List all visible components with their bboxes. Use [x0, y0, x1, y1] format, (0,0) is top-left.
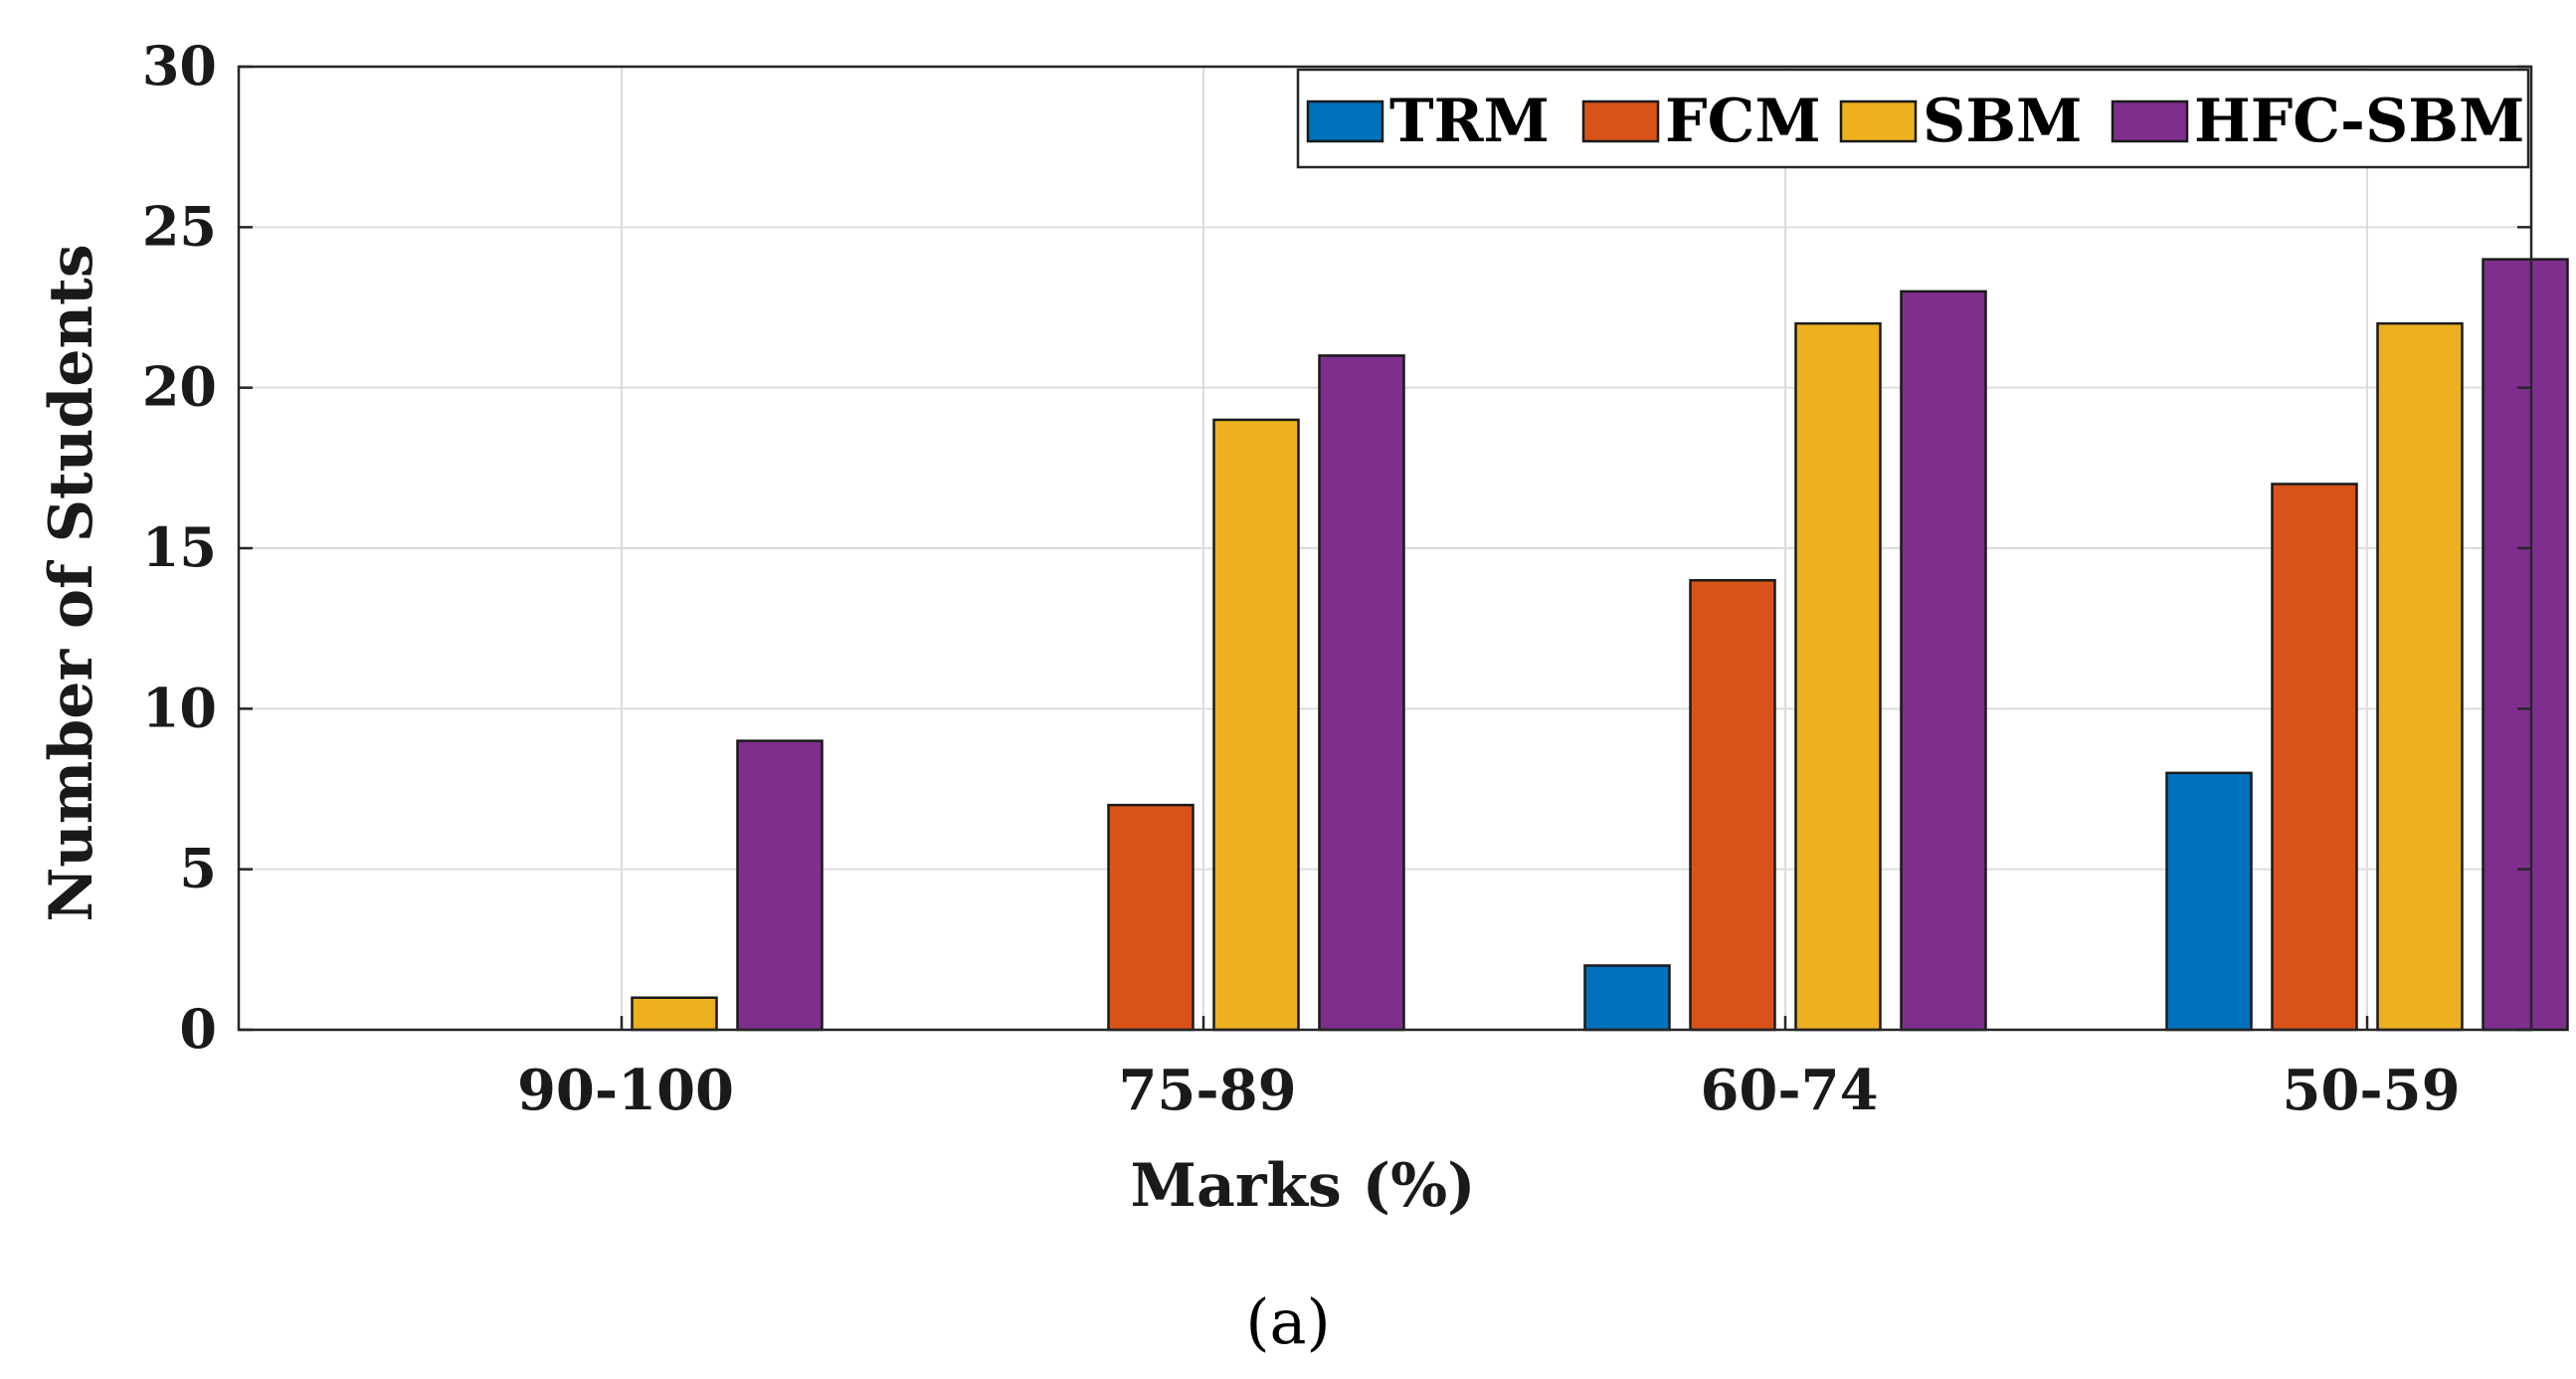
y-tick-label: 30: [142, 34, 217, 98]
legend-label-trm: TRM: [1389, 87, 1550, 156]
bar-hfc-sbm-60-74: [1900, 290, 1987, 1032]
legend-label-fcm: FCM: [1665, 87, 1821, 156]
legend-label-sbm: SBM: [1923, 87, 2082, 156]
bar-fcm-60-74: [1689, 579, 1776, 1032]
y-tick-label: 25: [142, 194, 217, 258]
bar-hfc-sbm-75-89: [1318, 354, 1405, 1032]
legend-swatch-fcm: [1581, 99, 1660, 143]
bar-fcm-75-89: [1107, 803, 1195, 1032]
bar-trm-50-59: [2165, 771, 2253, 1032]
x-axis-title: Marks (%): [1131, 1151, 1476, 1221]
y-tick-label: 15: [142, 515, 217, 579]
bar-trm-60-74: [1583, 964, 1671, 1032]
x-tick-label: 50-59: [2282, 1058, 2460, 1123]
bar-sbm-50-59: [2376, 321, 2464, 1032]
x-tick-label: 60-74: [1700, 1058, 1878, 1123]
bar-sbm-90-100: [631, 996, 718, 1032]
bar-hfc-sbm-50-59: [2482, 258, 2569, 1032]
y-tick-label: 5: [179, 837, 217, 900]
x-tick-label: 90-100: [517, 1058, 734, 1123]
bar-hfc-sbm-90-100: [736, 739, 824, 1032]
bar-sbm-75-89: [1212, 418, 1300, 1032]
legend-swatch-hfc-sbm: [2111, 99, 2189, 143]
x-axis-ticks: 90-100 75-89 60-74 50-59: [517, 1016, 2461, 1123]
legend: TRM FCM SBM HFC-SBM: [1296, 68, 2530, 169]
x-tick-label: 75-89: [1118, 1058, 1296, 1123]
figure-caption: (a): [1245, 1285, 1330, 1358]
bar-sbm-60-74: [1794, 321, 1882, 1032]
legend-swatch-sbm: [1839, 99, 1918, 143]
bars-group: [631, 258, 2569, 1032]
y-tick-label: 10: [142, 676, 217, 739]
y-tick-label: 0: [179, 997, 217, 1061]
legend-swatch-trm: [1306, 99, 1384, 143]
bar-fcm-50-59: [2271, 483, 2358, 1032]
y-axis-title: Number of Students: [37, 244, 106, 921]
y-tick-label: 20: [142, 355, 217, 419]
y-axis-ticks: 0 5 10 15 20 25 30: [142, 34, 2531, 1061]
legend-label-hfc-sbm: HFC-SBM: [2194, 87, 2524, 156]
